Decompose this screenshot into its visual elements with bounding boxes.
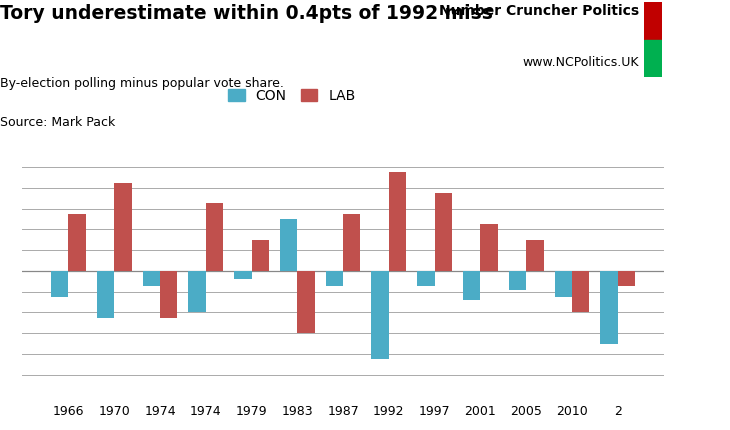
Bar bbox=[206, 203, 223, 271]
Bar bbox=[372, 271, 389, 359]
Bar bbox=[644, 2, 662, 40]
Bar bbox=[343, 214, 361, 271]
Bar bbox=[555, 271, 572, 297]
Text: Source: Mark Pack: Source: Mark Pack bbox=[0, 116, 115, 129]
Bar bbox=[297, 271, 315, 333]
Bar bbox=[509, 271, 526, 290]
Bar bbox=[51, 271, 69, 297]
Bar bbox=[463, 271, 480, 300]
Bar bbox=[572, 271, 589, 313]
Bar bbox=[252, 240, 269, 271]
Text: www.NCPolitics.UK: www.NCPolitics.UK bbox=[522, 56, 639, 69]
Bar bbox=[600, 271, 618, 344]
Bar bbox=[480, 224, 498, 271]
Bar bbox=[142, 271, 160, 286]
Bar bbox=[434, 193, 452, 271]
Bar bbox=[418, 271, 434, 286]
Bar bbox=[526, 240, 544, 271]
Legend: CON, LAB: CON, LAB bbox=[223, 83, 361, 108]
Bar bbox=[234, 271, 252, 279]
Text: Tory underestimate within 0.4pts of 1992 miss: Tory underestimate within 0.4pts of 1992… bbox=[0, 4, 493, 23]
Text: Number Cruncher Politics: Number Cruncher Politics bbox=[439, 4, 639, 18]
Bar bbox=[280, 219, 297, 271]
Bar bbox=[618, 271, 635, 286]
Bar bbox=[97, 271, 115, 318]
Bar bbox=[115, 183, 131, 271]
Bar bbox=[188, 271, 206, 313]
Bar bbox=[644, 40, 662, 77]
Bar bbox=[389, 172, 407, 271]
Bar bbox=[326, 271, 343, 286]
Bar bbox=[160, 271, 177, 318]
Bar bbox=[69, 214, 86, 271]
Text: By-election polling minus popular vote share.: By-election polling minus popular vote s… bbox=[0, 77, 284, 90]
